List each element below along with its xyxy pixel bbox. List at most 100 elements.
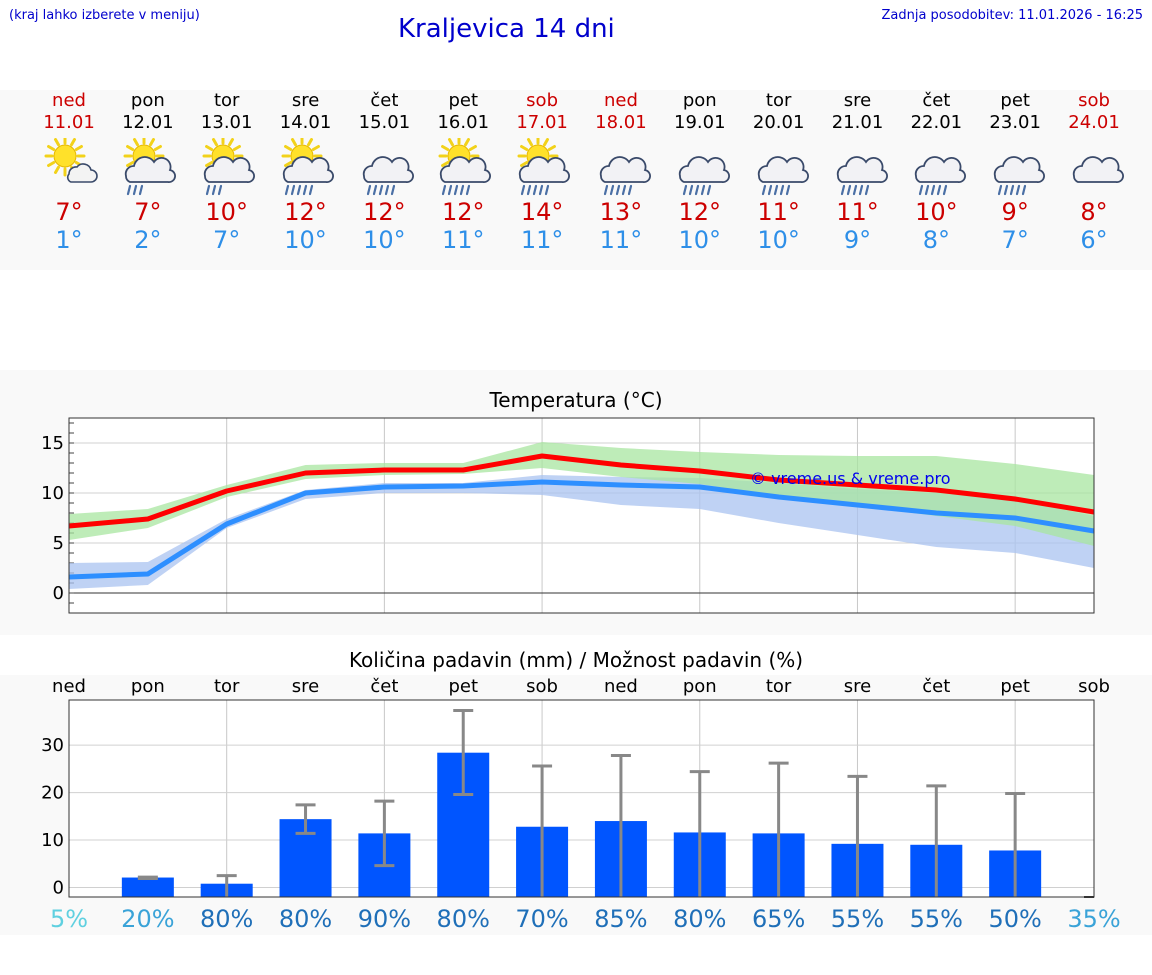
- day-name: čet: [370, 90, 399, 111]
- day-column: tor 20.01 11° 10°: [740, 90, 818, 254]
- header-hint: (kraj lahko izberete v meniju): [9, 8, 200, 23]
- precipitation-probability: 90%: [358, 905, 411, 933]
- min-temperature: 6°: [1080, 226, 1108, 254]
- precipitation-probability: 65%: [752, 905, 805, 933]
- x-day-label: ned: [52, 676, 86, 697]
- min-temperature: 2°: [134, 226, 162, 254]
- cloud-heavy-rain-icon: [354, 138, 415, 198]
- x-day-label: sre: [844, 676, 871, 697]
- precipitation-probability: 55%: [831, 905, 884, 933]
- max-temperature: 11°: [836, 198, 879, 226]
- x-day-label: pon: [683, 676, 717, 697]
- precipitation-probability: 35%: [1067, 905, 1120, 933]
- min-temperature: 1°: [55, 226, 83, 254]
- cloud-icon: [1064, 138, 1124, 198]
- cloud-heavy-rain-icon: [828, 138, 888, 198]
- day-column: sob 17.01 14° 11°: [503, 90, 581, 254]
- min-temperature: 11°: [599, 226, 643, 254]
- min-temperature: 11°: [441, 226, 485, 254]
- max-temperature: 9°: [1001, 198, 1029, 226]
- max-temperature: 12°: [363, 198, 406, 226]
- max-temperature: 10°: [915, 198, 958, 226]
- day-name: pet: [448, 90, 479, 111]
- day-column: sob 24.01 8° 6°: [1055, 90, 1133, 254]
- day-column: pon 19.01 12° 10°: [661, 90, 739, 254]
- day-date: 14.01: [279, 112, 332, 133]
- precipitation-probability: 5%: [50, 905, 88, 933]
- sun-cloud-icon: [39, 135, 99, 198]
- day-name: pet: [1000, 90, 1030, 111]
- day-column: sre 21.01 11° 9°: [819, 90, 897, 254]
- precipitation-chart: 0 10 20 30 ned pon tor sre čet pet sob ned pon tor sre…: [41, 676, 1121, 933]
- day-column: ned 18.01 13° 11°: [582, 90, 660, 254]
- watermark: © vreme.us & vreme.pro: [750, 469, 951, 488]
- day-date: 23.01: [989, 112, 1041, 133]
- min-temperature: 11°: [520, 226, 564, 254]
- temperature-chart-title: Temperatura (°C): [489, 388, 663, 412]
- max-temperature: 12°: [441, 198, 485, 226]
- x-day-label: pet: [1000, 676, 1030, 697]
- day-name: sob: [1078, 90, 1110, 111]
- day-date: 11.01: [43, 112, 95, 133]
- day-name: ned: [52, 90, 86, 111]
- max-temperature: 13°: [599, 198, 643, 226]
- temperature-chart: 0 5 10 15 © vreme.us & vreme.pro: [41, 417, 1095, 614]
- precipitation-probability: 80%: [200, 905, 253, 933]
- min-temperature: 9°: [843, 226, 872, 254]
- max-temperature-band: [69, 442, 1094, 546]
- y-tick-label: 0: [53, 878, 64, 899]
- y-tick-label: 30: [41, 735, 64, 756]
- x-day-label: ned: [604, 676, 638, 697]
- day-column: pon 12.01 7° 2°: [109, 90, 187, 254]
- max-temperature: 12°: [678, 198, 722, 226]
- day-name: sre: [291, 90, 320, 111]
- min-temperature: 10°: [757, 226, 800, 254]
- day-name: pon: [682, 90, 717, 111]
- sun-cloud-rain-icon: [118, 135, 178, 198]
- x-day-label: sob: [526, 676, 558, 697]
- day-date: 16.01: [437, 112, 490, 133]
- precipitation-probability: 55%: [910, 905, 963, 933]
- x-day-label: čet: [370, 676, 398, 697]
- min-temperature: 7°: [1001, 226, 1029, 254]
- max-temperature: 7°: [134, 198, 162, 226]
- cloud-heavy-rain-icon: [591, 138, 651, 198]
- cloud-heavy-rain-icon: [749, 138, 809, 198]
- day-column: ned 11.01 7° 1°: [30, 90, 108, 254]
- day-date: 20.01: [752, 112, 805, 133]
- day-name: sre: [843, 90, 872, 111]
- plot-frame: [68, 699, 1095, 898]
- day-column: sre 14.01 12° 10°: [267, 90, 345, 254]
- precipitation-probability: 80%: [673, 905, 726, 933]
- x-day-label: čet: [922, 676, 950, 697]
- min-temperature-line: [68, 479, 1095, 580]
- precipitation-probability: 50%: [988, 905, 1041, 933]
- precipitation-probability: 70%: [515, 905, 568, 933]
- x-day-label: sre: [292, 676, 319, 697]
- precipitation-probability: 80%: [437, 905, 490, 933]
- day-name: tor: [213, 90, 240, 111]
- y-tick-label: 10: [41, 830, 64, 851]
- y-tick-label: 20: [41, 783, 64, 804]
- cloud-heavy-rain-icon: [985, 138, 1046, 198]
- precipitation-probability: 80%: [279, 905, 332, 933]
- sun-cloud-heavy-rain-icon: [512, 135, 572, 198]
- day-date: 15.01: [358, 112, 411, 133]
- x-day-label: tor: [766, 676, 792, 697]
- day-column: tor 13.01 10° 7°: [188, 90, 266, 254]
- day-column: pet 23.01 9° 7°: [976, 90, 1054, 254]
- max-temperature: 12°: [284, 198, 327, 226]
- day-date: 18.01: [595, 112, 647, 133]
- precipitation-probability: 85%: [594, 905, 647, 933]
- precipitation-bar: [121, 877, 174, 897]
- day-date: 24.01: [1068, 112, 1120, 133]
- min-temperature: 10°: [363, 226, 406, 254]
- sun-cloud-heavy-rain-icon: [433, 135, 493, 198]
- x-day-label: pet: [448, 676, 478, 697]
- sun-cloud-heavy-rain-icon: [276, 135, 336, 198]
- min-temperature: 8°: [922, 226, 950, 254]
- day-name: pon: [130, 90, 165, 111]
- y-tick-label: 0: [53, 583, 64, 604]
- max-temperature-line: [68, 453, 1095, 529]
- last-updated: Zadnja posodobitev: 11.01.2026 - 16:25: [881, 8, 1143, 23]
